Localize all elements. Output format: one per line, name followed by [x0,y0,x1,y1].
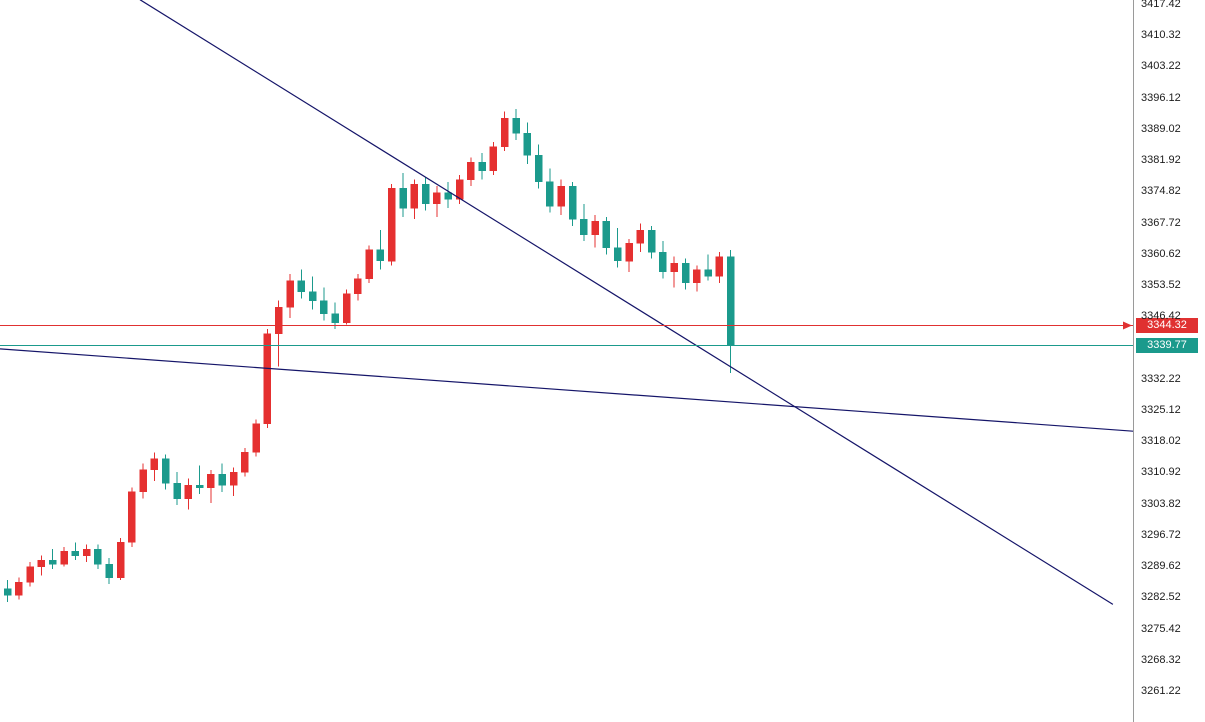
candle-body [365,249,373,279]
bid-price-badge-teal: 3339.77 [1136,338,1198,353]
candle-body [681,262,690,284]
price-axis-tick: 3417.42 [1141,0,1181,10]
candle-body [500,117,509,147]
price-axis-tick: 3381.92 [1141,154,1181,166]
candle-body [37,559,46,567]
candle-body [580,218,588,235]
price-axis-tick: 3353.52 [1141,279,1181,291]
candle-body [161,458,170,484]
candle-body [139,469,147,493]
candle-body [241,452,249,473]
candle-body [274,306,283,334]
candle-body [331,313,339,323]
price-axis-tick: 3325.12 [1141,404,1181,416]
candle-body [195,485,204,488]
price-axis-tick: 3303.82 [1141,498,1181,510]
candle-body [297,280,306,292]
trendline[interactable] [139,0,1114,605]
price-axis-tick: 3346.42 [1141,310,1181,322]
price-line-badge-red: 3344.32 [1136,318,1198,333]
candle-body [467,161,475,180]
price-axis-tick: 3289.62 [1141,560,1181,572]
candle-body [207,474,215,488]
candle-body [659,251,667,273]
chart-plot-area[interactable] [0,0,1133,722]
candle-body [3,588,12,596]
candle-body [376,249,385,262]
candle-body [704,269,712,277]
candle-body [26,566,34,583]
candlestick-chart[interactable] [0,0,1133,722]
candle-body [15,581,23,596]
candle-body [387,188,396,262]
candle-body [693,269,701,284]
candle-body [320,300,328,314]
candle-body [48,559,57,565]
candle-body [636,229,645,244]
price-axis-tick: 3403.22 [1141,60,1181,72]
candle-body [308,291,317,301]
candle-body [173,482,181,499]
price-axis-tick: 3374.82 [1141,185,1181,197]
price-axis-tick: 3261.22 [1141,685,1181,697]
candle-body [150,458,159,471]
candle-body [568,185,577,220]
price-axis-tick: 3268.32 [1141,654,1181,666]
candle-body [105,564,113,578]
candle-body [523,133,532,156]
candle-body [218,474,226,486]
candle-body [421,183,430,205]
candle-body [94,548,102,565]
candle-body [557,185,565,207]
candle-body [354,278,362,295]
candle-body [625,243,633,262]
candle-body [512,117,520,134]
price-axis-tick: 3282.52 [1141,591,1181,603]
candle-body [286,280,294,308]
price-line-arrow-icon [1123,321,1132,330]
candle-body [478,161,486,172]
candle-body [726,256,735,346]
candle-body [715,256,724,277]
candle-body [613,247,622,262]
candle-body [263,333,272,424]
price-axis-tick: 3367.72 [1141,217,1181,229]
candle-body [399,188,407,209]
candle-body [82,548,91,556]
price-axis-tick: 3360.62 [1141,248,1181,260]
candle-body [433,192,441,205]
price-axis-tick: 3410.32 [1141,29,1181,41]
candle-body [229,471,238,486]
candle-body [455,179,464,200]
candle-body [252,423,260,453]
candle-body [116,542,125,578]
candle-body [410,183,419,209]
candle-body [602,221,611,249]
candle-body [60,550,68,565]
candle-body [128,491,136,543]
candle-body [71,550,80,556]
trendline[interactable] [0,348,1133,432]
candle-body [670,262,678,273]
candle-body [444,192,452,200]
price-axis-tick: 3332.22 [1141,373,1181,385]
candle-body [647,229,656,253]
price-axis-tick: 3318.02 [1141,435,1181,447]
candle-body [591,221,599,235]
price-axis-tick: 3310.92 [1141,466,1181,478]
price-axis-tick: 3396.12 [1141,92,1181,104]
price-axis-tick: 3296.72 [1141,529,1181,541]
candle-body [546,181,554,207]
price-axis-tick: 3275.42 [1141,623,1181,635]
candle-body [342,293,351,323]
price-axis[interactable]: 3344.32 3339.77 3417.42 3410.32 3403.22 339… [1133,0,1205,722]
candle-body [489,146,498,172]
candle-body [534,155,543,183]
candle-body [184,485,193,499]
price-axis-tick: 3389.02 [1141,123,1181,135]
